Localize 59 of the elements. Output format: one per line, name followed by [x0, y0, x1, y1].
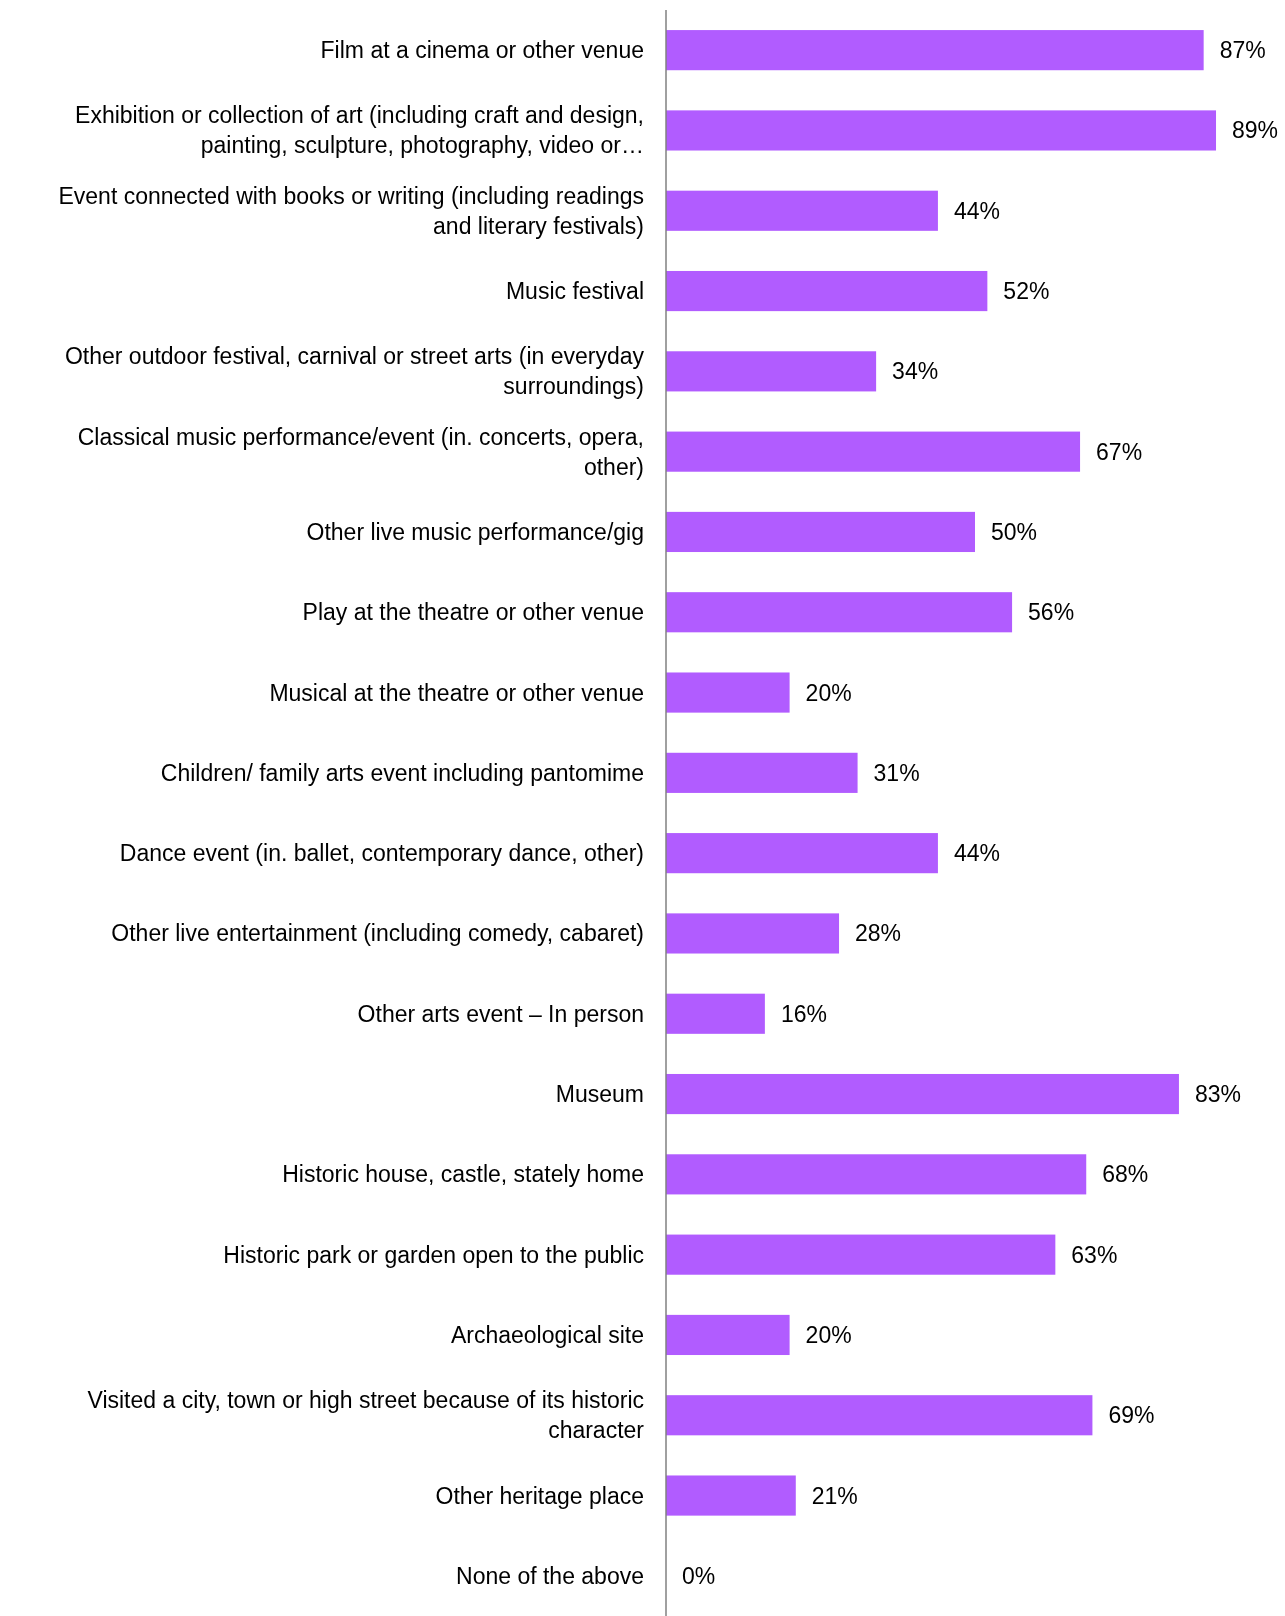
data-label: 68%	[1102, 1161, 1149, 1188]
y-tick-label: Historic house, castle, stately home	[282, 1161, 644, 1188]
y-tick-label: Other live entertainment (including comedy, cabaret)	[111, 920, 644, 947]
y-tick-label: Historic park or garden open to the public	[223, 1241, 644, 1268]
data-label: 20%	[805, 1321, 852, 1348]
y-tick-label: Play at the theatre or other venue	[302, 599, 644, 626]
bar	[666, 1314, 790, 1356]
data-label: 56%	[1028, 599, 1075, 626]
y-tick-label: Other heritage place	[435, 1482, 644, 1509]
bar	[666, 30, 1204, 71]
bar	[666, 993, 765, 1034]
bar	[666, 1475, 796, 1516]
data-label: 16%	[780, 1000, 827, 1027]
y-tick-label: Visited a city, town or high street because of its historic character	[87, 1387, 645, 1444]
y-tick-label: Exhibition or collection of art (including craft and design, painting, sculpture, photography, video or…	[75, 102, 644, 159]
y-tick-label: Other outdoor festival, carnival or street arts (in everyday surroundings)	[64, 343, 645, 400]
bar	[666, 752, 858, 793]
bar	[666, 351, 877, 392]
data-label: 31%	[873, 759, 920, 786]
data-label: 0%	[682, 1562, 716, 1589]
bar	[666, 672, 790, 713]
data-label: 20%	[805, 679, 852, 706]
bar	[666, 1234, 1056, 1275]
bar	[666, 190, 938, 231]
bar	[666, 1154, 1087, 1195]
data-label: 67%	[1096, 438, 1143, 465]
data-label: 52%	[1003, 278, 1050, 305]
data-label: 69%	[1108, 1402, 1155, 1429]
data-label: 44%	[953, 840, 1000, 867]
bar	[666, 592, 1013, 633]
y-tick-label: Dance event (in. ballet, contemporary dance, other)	[119, 840, 644, 867]
y-tick-label: Music festival	[505, 278, 644, 305]
y-tick-label: Event connected with books or writing (including readings and literary festivals)	[58, 182, 644, 239]
y-tick-label: Museum	[555, 1081, 644, 1108]
y-tick-label: Other arts event – In person	[357, 1000, 644, 1027]
y-tick-label: Film at a cinema or other venue	[320, 37, 644, 64]
data-label: 50%	[991, 518, 1038, 545]
y-tick-label: Children/ family arts event including pantomime	[160, 759, 644, 786]
bar	[666, 833, 938, 874]
y-tick-label: Archaeological site	[450, 1321, 644, 1348]
bar	[666, 913, 840, 954]
data-label: 87%	[1219, 37, 1266, 64]
data-label: 89%	[1232, 117, 1279, 144]
y-tick-label: None of the above	[456, 1562, 644, 1589]
y-tick-label: Other live music performance/gig	[306, 518, 644, 545]
bar	[666, 110, 1217, 151]
data-label: 28%	[855, 920, 902, 947]
bar	[666, 270, 988, 312]
data-label: 21%	[811, 1482, 858, 1509]
data-label: 44%	[953, 197, 1000, 224]
data-label: 63%	[1071, 1241, 1118, 1268]
bar	[666, 431, 1081, 472]
y-tick-label: Classical music performance/event (in. concerts, opera, other)	[77, 423, 644, 480]
data-label: 83%	[1194, 1081, 1241, 1108]
bar	[666, 1395, 1093, 1436]
y-tick-label: Musical at the theatre or other venue	[269, 679, 644, 706]
bar	[666, 511, 975, 553]
data-label: 34%	[892, 358, 939, 385]
bar	[666, 1073, 1179, 1115]
